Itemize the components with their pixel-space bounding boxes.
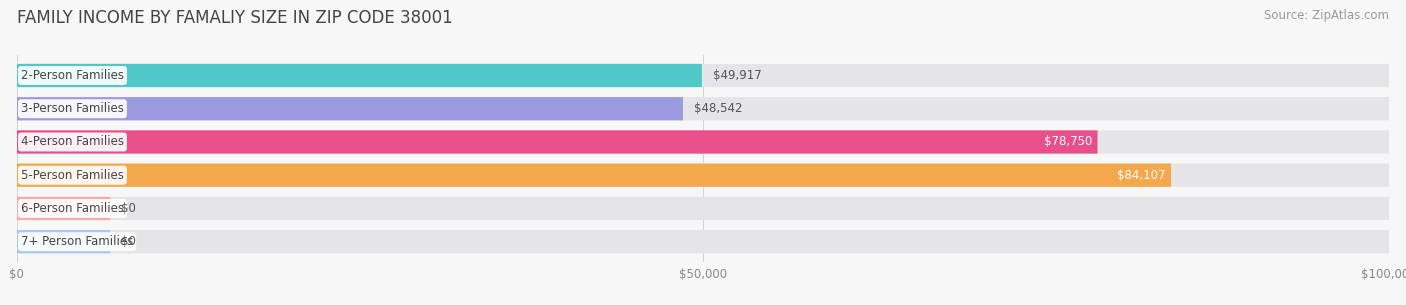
Text: FAMILY INCOME BY FAMALIY SIZE IN ZIP CODE 38001: FAMILY INCOME BY FAMALIY SIZE IN ZIP COD… [17,9,453,27]
FancyBboxPatch shape [17,64,1389,87]
FancyBboxPatch shape [17,130,1389,154]
FancyBboxPatch shape [17,64,702,87]
Text: $84,107: $84,107 [1116,169,1166,182]
Text: $48,542: $48,542 [695,102,742,115]
FancyBboxPatch shape [17,230,110,253]
FancyBboxPatch shape [17,163,1389,187]
FancyBboxPatch shape [17,197,1389,220]
Text: Source: ZipAtlas.com: Source: ZipAtlas.com [1264,9,1389,22]
FancyBboxPatch shape [17,230,1389,253]
FancyBboxPatch shape [17,130,1098,154]
Text: 3-Person Families: 3-Person Families [21,102,124,115]
Text: $49,917: $49,917 [713,69,762,82]
Text: $0: $0 [121,235,136,248]
Text: 2-Person Families: 2-Person Families [21,69,124,82]
Text: $0: $0 [121,202,136,215]
Text: 6-Person Families: 6-Person Families [21,202,124,215]
FancyBboxPatch shape [17,163,1171,187]
FancyBboxPatch shape [17,197,110,220]
Text: $78,750: $78,750 [1043,135,1092,149]
Text: 7+ Person Families: 7+ Person Families [21,235,134,248]
Text: 5-Person Families: 5-Person Families [21,169,124,182]
FancyBboxPatch shape [17,97,1389,120]
Text: 4-Person Families: 4-Person Families [21,135,124,149]
FancyBboxPatch shape [17,97,683,120]
